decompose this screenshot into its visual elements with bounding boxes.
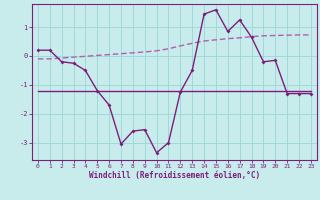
X-axis label: Windchill (Refroidissement éolien,°C): Windchill (Refroidissement éolien,°C) bbox=[89, 171, 260, 180]
